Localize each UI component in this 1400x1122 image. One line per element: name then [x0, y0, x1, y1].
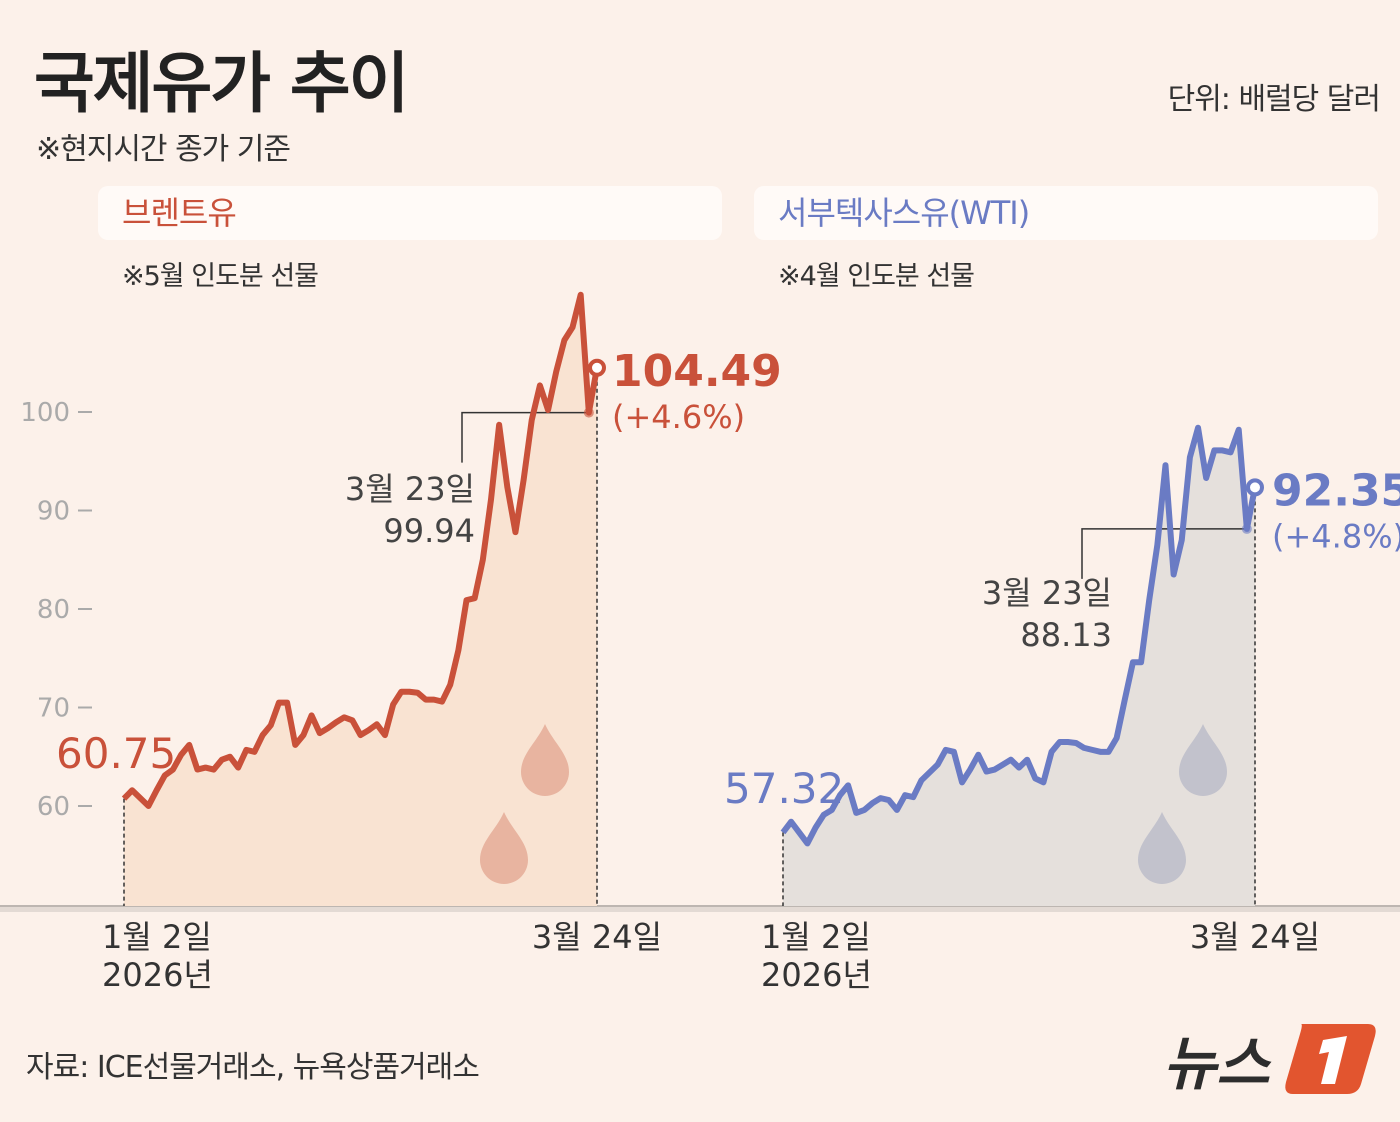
logo-image: 뉴스: [1163, 1024, 1376, 1098]
y-tick-label: 100: [20, 398, 70, 428]
brent-drop-icon: [480, 812, 528, 884]
y-tick-label: 60: [37, 792, 70, 822]
brent-prev-point: [583, 407, 594, 418]
source-text: 자료: ICE선물거래소, 뉴욕상품거래소: [26, 1050, 480, 1085]
unit-label: 단위: 배럴당 달러: [1167, 82, 1381, 117]
brent-end-point: [588, 358, 606, 377]
wti-annotation-bracket: [1081, 528, 1247, 579]
wti-prev-point: [1241, 523, 1252, 534]
news1-logo: 뉴스: [1163, 1018, 1378, 1102]
brent-x-start-year: 2026년: [102, 956, 213, 994]
wti-annotation-date: 3월 23일: [982, 574, 1112, 612]
wti-x-start: 1월 2일: [761, 918, 871, 956]
brent-annotation-date: 3월 23일: [345, 470, 475, 508]
wti-end-value: 92.35: [1272, 465, 1400, 516]
brent-x-start: 1월 2일: [102, 918, 212, 956]
brent-line: [121, 291, 600, 809]
page-subtitle: ※현지시간 종가 기준: [36, 132, 291, 167]
brent-start-value: 60.75: [56, 729, 176, 778]
brent-drop-icon: [521, 724, 569, 796]
wti-note: ※4월 인도분 선물: [778, 261, 975, 292]
baseline-shadow: [0, 906, 1400, 912]
brent-area: [124, 294, 597, 906]
page-title: 국제유가 추이: [34, 45, 409, 122]
wti-x-start-year: 2026년: [761, 956, 872, 994]
wti-title: 서부텍사스유(WTI): [754, 186, 1378, 240]
brent-x-end: 3월 24일: [532, 918, 662, 956]
y-tick-label: 90: [37, 497, 70, 527]
y-tick-label: 80: [37, 595, 70, 625]
brent-title: 브렌트유: [98, 186, 722, 240]
wti-area: [783, 427, 1255, 906]
wti-drop-icon: [1138, 812, 1186, 884]
brent-end-value: 104.49: [612, 346, 782, 397]
wti-start-value: 57.32: [724, 764, 844, 813]
brent-annotation-value: 99.94: [383, 512, 475, 550]
wti-change: (+4.8%): [1272, 517, 1400, 555]
wti-annotation-value: 88.13: [1020, 616, 1112, 654]
wti-line: [780, 424, 1258, 847]
svg-text:뉴스: 뉴스: [1163, 1030, 1272, 1098]
wti-end-point: [1246, 478, 1264, 497]
brent-note: ※5월 인도분 선물: [122, 261, 319, 292]
wti-drop-icon: [1179, 724, 1227, 796]
wti-x-end: 3월 24일: [1190, 918, 1320, 956]
brent-change: (+4.6%): [612, 398, 745, 436]
y-tick-label: 70: [37, 694, 70, 724]
